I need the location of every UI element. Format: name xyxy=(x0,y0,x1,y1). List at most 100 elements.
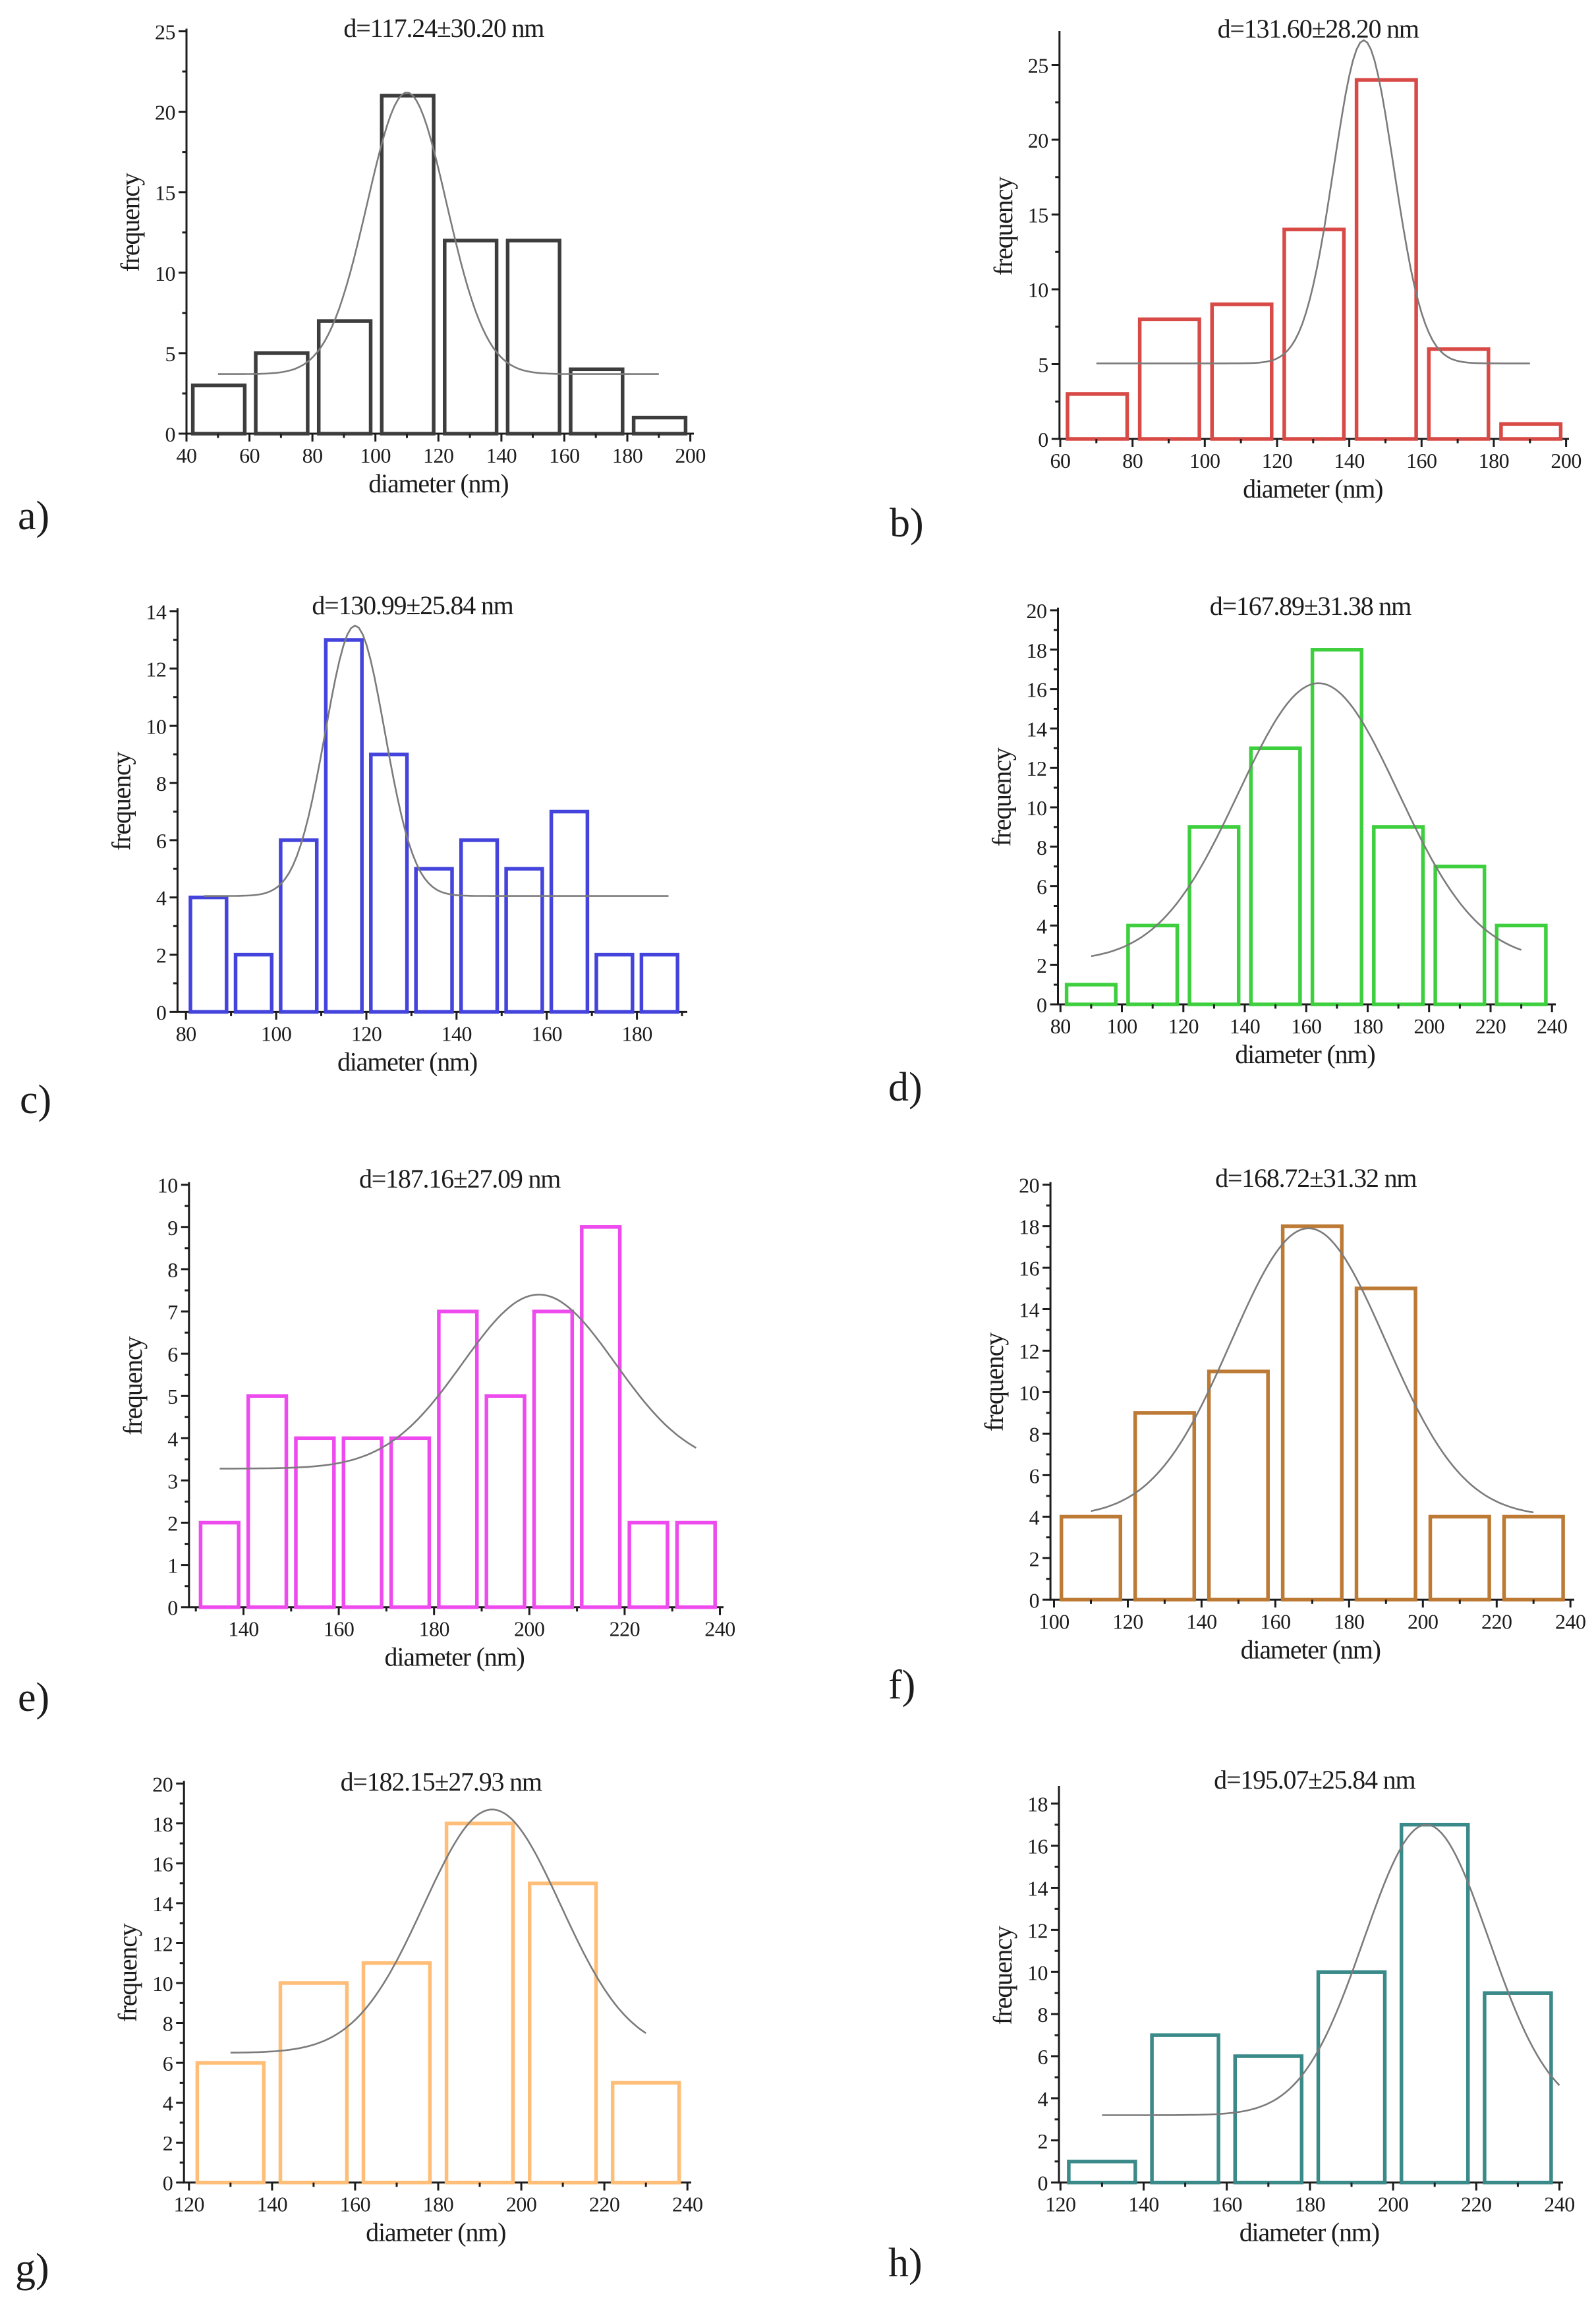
svg-text:4: 4 xyxy=(1037,914,1047,938)
svg-text:200: 200 xyxy=(675,444,706,467)
svg-text:25: 25 xyxy=(1028,54,1048,78)
svg-text:140: 140 xyxy=(442,1022,472,1045)
svg-text:8: 8 xyxy=(1037,836,1047,859)
svg-text:14: 14 xyxy=(1027,1877,1048,1901)
svg-text:220: 220 xyxy=(1481,1609,1512,1633)
svg-text:8: 8 xyxy=(1029,1422,1040,1446)
svg-text:14: 14 xyxy=(1019,1298,1040,1322)
svg-text:160: 160 xyxy=(1406,449,1437,473)
svg-text:140: 140 xyxy=(257,2193,288,2216)
svg-text:diameter (nm): diameter (nm) xyxy=(1241,1634,1381,1664)
svg-text:60: 60 xyxy=(239,444,260,467)
svg-text:100: 100 xyxy=(1106,1014,1137,1038)
svg-text:240: 240 xyxy=(1555,1609,1586,1633)
svg-text:8: 8 xyxy=(167,1258,178,1282)
svg-text:0: 0 xyxy=(1038,2172,1048,2195)
svg-text:d=117.24±30.20 nm: d=117.24±30.20 nm xyxy=(343,13,544,43)
svg-text:0: 0 xyxy=(165,422,176,446)
svg-text:18: 18 xyxy=(1027,639,1047,662)
svg-text:14: 14 xyxy=(1027,717,1048,741)
svg-text:12: 12 xyxy=(146,657,166,681)
svg-text:80: 80 xyxy=(176,1022,196,1045)
svg-text:frequency: frequency xyxy=(979,1333,1009,1431)
svg-text:2: 2 xyxy=(1038,2129,1048,2153)
svg-text:16: 16 xyxy=(1027,678,1048,702)
svg-text:diameter (nm): diameter (nm) xyxy=(337,1047,477,1076)
svg-text:5: 5 xyxy=(167,1385,178,1408)
svg-text:20: 20 xyxy=(1027,599,1047,623)
svg-text:6: 6 xyxy=(167,1342,178,1366)
svg-text:2: 2 xyxy=(156,944,167,967)
svg-text:220: 220 xyxy=(1461,2193,1492,2216)
svg-text:10: 10 xyxy=(157,1174,178,1197)
svg-text:diameter (nm): diameter (nm) xyxy=(1243,474,1382,504)
svg-text:6: 6 xyxy=(156,829,167,853)
svg-text:180: 180 xyxy=(1295,2193,1326,2216)
svg-text:120: 120 xyxy=(351,1022,382,1045)
svg-text:frequency: frequency xyxy=(106,751,136,850)
svg-text:16: 16 xyxy=(1027,1835,1048,1858)
svg-text:200: 200 xyxy=(1413,1014,1444,1038)
svg-text:8: 8 xyxy=(1038,2003,1048,2027)
svg-text:0: 0 xyxy=(1038,428,1048,451)
svg-text:6: 6 xyxy=(163,2052,173,2075)
svg-text:200: 200 xyxy=(514,1617,545,1641)
svg-text:diameter (nm): diameter (nm) xyxy=(368,469,508,498)
svg-text:40: 40 xyxy=(177,444,197,467)
svg-text:14: 14 xyxy=(152,1892,173,1916)
svg-text:140: 140 xyxy=(1186,1609,1217,1633)
svg-text:160: 160 xyxy=(549,444,580,467)
svg-text:180: 180 xyxy=(612,444,643,467)
svg-text:0: 0 xyxy=(167,1596,178,1620)
svg-text:f): f) xyxy=(888,1663,915,1708)
svg-text:15: 15 xyxy=(1028,204,1048,227)
svg-text:10: 10 xyxy=(146,714,166,738)
svg-text:frequency: frequency xyxy=(115,173,145,272)
svg-text:6: 6 xyxy=(1037,875,1047,899)
svg-text:diameter (nm): diameter (nm) xyxy=(1235,1039,1375,1069)
svg-text:200: 200 xyxy=(1551,449,1582,473)
svg-text:c): c) xyxy=(20,1078,51,1122)
svg-text:2: 2 xyxy=(167,1512,178,1536)
svg-text:7: 7 xyxy=(167,1300,178,1324)
svg-text:8: 8 xyxy=(156,772,167,795)
svg-text:200: 200 xyxy=(1378,2193,1409,2216)
svg-text:140: 140 xyxy=(228,1617,259,1641)
svg-text:0: 0 xyxy=(156,1000,167,1024)
svg-text:160: 160 xyxy=(1260,1609,1291,1633)
svg-text:b): b) xyxy=(890,501,924,546)
svg-text:100: 100 xyxy=(261,1022,292,1045)
svg-text:120: 120 xyxy=(423,444,454,467)
svg-text:d=167.89±31.38 nm: d=167.89±31.38 nm xyxy=(1210,591,1411,621)
svg-text:d=195.07±25.84 nm: d=195.07±25.84 nm xyxy=(1214,1765,1415,1795)
svg-text:20: 20 xyxy=(155,101,175,125)
svg-text:20: 20 xyxy=(1028,129,1048,152)
svg-text:80: 80 xyxy=(302,444,323,467)
svg-text:140: 140 xyxy=(1230,1014,1261,1038)
svg-text:180: 180 xyxy=(418,1617,449,1641)
svg-text:2: 2 xyxy=(1029,1547,1040,1570)
svg-text:5: 5 xyxy=(165,342,176,366)
svg-text:14: 14 xyxy=(146,600,167,624)
svg-text:d): d) xyxy=(888,1065,923,1110)
svg-text:4: 4 xyxy=(1029,1505,1040,1529)
svg-text:220: 220 xyxy=(1475,1014,1506,1038)
svg-text:25: 25 xyxy=(155,20,175,44)
svg-text:180: 180 xyxy=(1352,1014,1383,1038)
svg-text:16: 16 xyxy=(152,1852,173,1876)
svg-text:6: 6 xyxy=(1038,2045,1048,2069)
svg-text:g): g) xyxy=(15,2246,49,2291)
svg-text:240: 240 xyxy=(1537,1014,1568,1038)
svg-text:160: 160 xyxy=(1211,2193,1242,2216)
svg-text:160: 160 xyxy=(340,2193,371,2216)
svg-text:frequency: frequency xyxy=(988,1926,1017,2025)
svg-text:100: 100 xyxy=(360,444,391,467)
svg-text:frequency: frequency xyxy=(118,1336,148,1435)
svg-text:diameter (nm): diameter (nm) xyxy=(1240,2218,1379,2247)
svg-text:180: 180 xyxy=(423,2193,454,2216)
svg-text:220: 220 xyxy=(589,2193,620,2216)
svg-text:18: 18 xyxy=(1019,1215,1039,1239)
svg-text:16: 16 xyxy=(1019,1257,1040,1280)
svg-text:d=182.15±27.93 nm: d=182.15±27.93 nm xyxy=(341,1767,542,1797)
svg-text:8: 8 xyxy=(163,2012,173,2036)
